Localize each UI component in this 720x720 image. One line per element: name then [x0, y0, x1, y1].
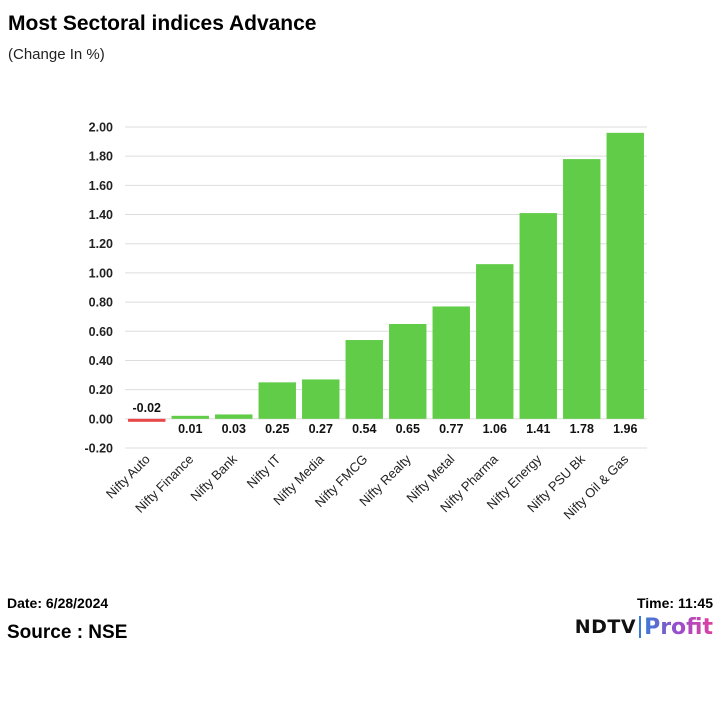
bar-nifty-media [302, 379, 340, 419]
logo-divider [639, 616, 642, 638]
y-tick-label: 1.80 [89, 150, 113, 164]
y-tick-label: 1.60 [89, 179, 113, 193]
y-tick-label: 0.80 [89, 296, 113, 310]
data-label: 0.01 [178, 422, 202, 436]
data-label: -0.02 [133, 401, 162, 415]
data-label: 1.06 [483, 422, 507, 436]
data-label: 0.54 [352, 422, 376, 436]
data-label: 1.41 [526, 422, 550, 436]
x-tick-label: Nifty IT [244, 451, 284, 491]
data-label: 0.77 [439, 422, 463, 436]
time-label: Time: 11:45 [636, 595, 713, 611]
chart-subtitle: (Change In %) [8, 46, 105, 63]
source-label: Source : NSE [7, 622, 128, 643]
y-tick-label: -0.20 [85, 442, 114, 456]
bar-nifty-realty [389, 323, 427, 419]
bar-nifty-energy [519, 213, 557, 419]
data-label: 0.65 [396, 422, 420, 436]
bar-chart: -0.20 0.00 0.20 0.40 0.60 0.80 1.00 1.20 1.40 1.6… [85, 121, 647, 522]
y-tick-label: 0.00 [89, 412, 113, 426]
ndtv-profit-logo: NDTV Profit [575, 614, 713, 640]
y-tick-label: 1.00 [89, 266, 113, 280]
y-tick-label: 1.20 [89, 237, 113, 251]
bar-nifty-bank [215, 414, 253, 419]
bar-nifty-oil-gas [606, 132, 644, 419]
data-label: 1.78 [570, 422, 594, 436]
logo-profit-text: Profit [644, 614, 713, 640]
y-tick-label: 0.40 [89, 354, 113, 368]
data-label: 0.25 [265, 422, 289, 436]
y-tick-label: 0.60 [89, 325, 113, 339]
y-tick-label: 1.40 [89, 208, 113, 222]
y-tick-label: 2.00 [89, 121, 113, 135]
bar-nifty-metal [432, 306, 470, 419]
data-label: 0.27 [309, 422, 333, 436]
data-label: 0.03 [222, 422, 246, 436]
bar-nifty-psu-bk [563, 159, 601, 419]
bar-nifty-fmcg [345, 340, 383, 419]
y-tick-label: 0.20 [89, 383, 113, 397]
data-label: 1.96 [613, 422, 637, 436]
bar-nifty-it [258, 382, 296, 419]
chart-title: Most Sectoral indices Advance [8, 12, 317, 35]
bar-nifty-pharma [476, 264, 514, 419]
x-tick-label: Nifty Bank [187, 451, 240, 504]
logo-ndtv-text: NDTV [574, 616, 637, 638]
bar-nifty-finance [171, 415, 209, 419]
date-label: Date: 6/28/2024 [7, 595, 109, 611]
bar-nifty-auto [128, 418, 166, 422]
